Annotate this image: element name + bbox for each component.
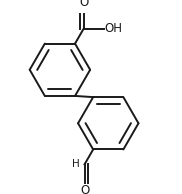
Text: OH: OH bbox=[104, 22, 122, 35]
Text: H: H bbox=[72, 158, 80, 169]
Text: O: O bbox=[80, 184, 89, 194]
Text: O: O bbox=[79, 0, 88, 9]
